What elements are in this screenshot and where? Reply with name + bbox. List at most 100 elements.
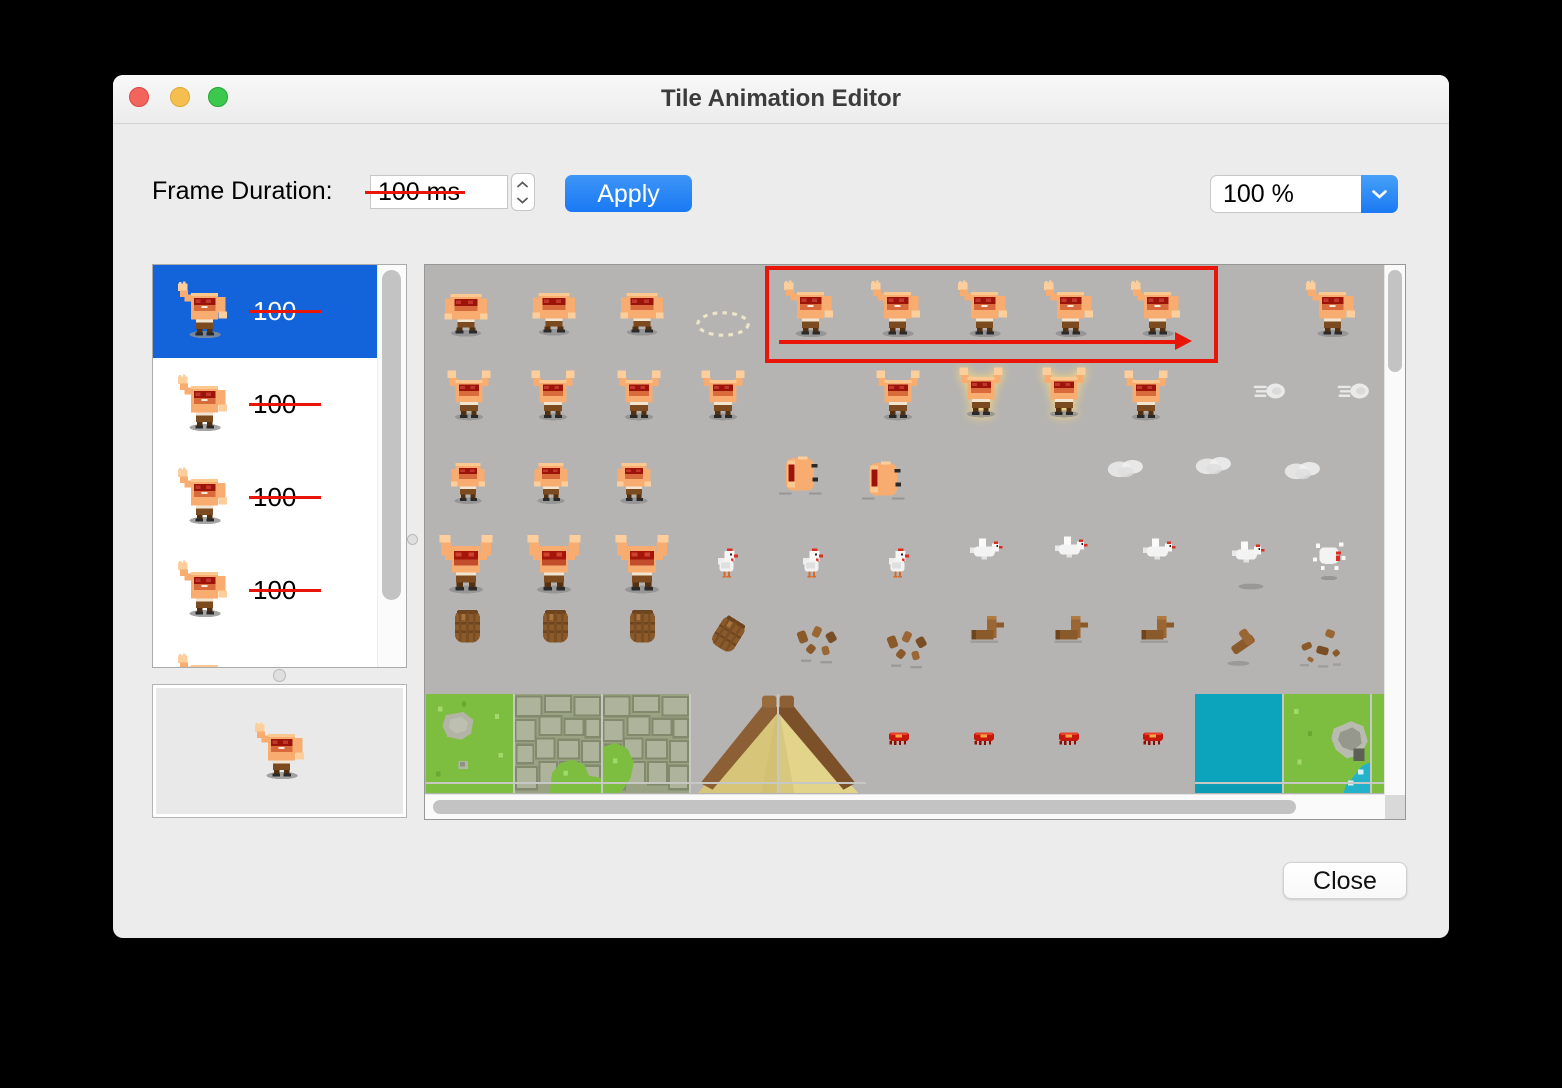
terrain-tile-grass[interactable] xyxy=(426,694,514,793)
tile-sprite-chicken[interactable] xyxy=(713,546,740,582)
tile-sprite-ogre-crouch[interactable] xyxy=(525,284,583,338)
tile-sprite-ogre-crouch[interactable] xyxy=(437,285,495,339)
tile-sprite-barrel[interactable] xyxy=(625,606,660,646)
frame-list-item[interactable] xyxy=(153,637,378,668)
stepper-down-icon xyxy=(517,197,528,204)
tile-sprite-ogre-wave[interactable] xyxy=(1302,280,1360,340)
tileset-view[interactable] xyxy=(424,264,1406,820)
tile-sprite-ogre-rage[interactable] xyxy=(435,533,497,595)
splitter-handle-vertical[interactable] xyxy=(273,669,286,682)
annotation-strikethrough xyxy=(249,310,321,314)
animation-preview xyxy=(152,684,407,818)
terrain-tile-stone-b[interactable] xyxy=(602,694,690,793)
tile-sprite-log[interactable] xyxy=(1137,613,1181,646)
zoom-dropdown[interactable]: 100 % xyxy=(1210,175,1398,213)
tile-sprite-dash-ellipse[interactable] xyxy=(694,310,752,338)
tile-sprite-ogre-cheer[interactable] xyxy=(871,366,925,424)
tile-gridline xyxy=(689,694,691,793)
close-button[interactable]: Close xyxy=(1283,862,1407,899)
tile-sprite-ogre-crouch[interactable] xyxy=(613,284,671,338)
preview-sprite xyxy=(251,722,309,782)
annotation-strikethrough xyxy=(249,589,321,593)
tileset-sprites xyxy=(425,265,1385,795)
chevron-down-icon xyxy=(1372,190,1387,199)
titlebar[interactable]: Tile Animation Editor xyxy=(113,75,1449,124)
tile-sprite-ogre-wave[interactable] xyxy=(954,280,1012,340)
tile-sprite-barrel[interactable] xyxy=(538,606,573,646)
frame-list-item[interactable]: 100 xyxy=(153,451,378,544)
tile-sprite-log[interactable] xyxy=(1051,613,1095,646)
tile-sprite-ogre-cheer[interactable] xyxy=(1119,366,1173,424)
frame-duration-input[interactable] xyxy=(370,175,508,209)
tile-sprite-ogre-tumble[interactable] xyxy=(859,454,909,506)
frame-list-item[interactable]: 100 xyxy=(153,544,378,637)
zoom-dropdown-button[interactable] xyxy=(1361,175,1398,213)
zoom-window-icon[interactable] xyxy=(208,87,228,107)
tileset-horizontal-scrollbar[interactable] xyxy=(425,794,1385,819)
tile-sprite-ogre-stand[interactable] xyxy=(442,452,494,508)
tileset-vertical-scrollbar[interactable] xyxy=(1384,265,1405,795)
apply-button[interactable]: Apply xyxy=(565,175,692,212)
close-window-icon[interactable] xyxy=(129,87,149,107)
tile-sprite-crab[interactable] xyxy=(971,730,997,747)
tile-sprite-crab[interactable] xyxy=(886,730,912,747)
frame-list-scrollbar-thumb[interactable] xyxy=(382,270,401,600)
tile-sprite-log[interactable] xyxy=(967,613,1011,646)
tile-sprite-shadow[interactable] xyxy=(1238,583,1264,590)
tile-sprite-barrel[interactable] xyxy=(703,608,754,660)
terrain-tile-grass-water[interactable] xyxy=(1283,694,1371,793)
tile-sprite-ogre-stand[interactable] xyxy=(608,452,660,508)
tile-sprite-debris[interactable] xyxy=(885,630,933,672)
frame-sprite xyxy=(174,560,232,620)
frame-list-scrollbar[interactable] xyxy=(377,265,406,667)
tile-sprite-ogre-rage[interactable] xyxy=(611,533,673,595)
tile-sprite-ogre-cheer[interactable] xyxy=(442,366,496,424)
tile-sprite-log-fly[interactable] xyxy=(1222,624,1266,668)
tile-sprite-smoke-dash[interactable] xyxy=(1251,380,1287,402)
tile-sprite-ogre-wave[interactable] xyxy=(1040,280,1098,340)
tile-sprite-chicken[interactable] xyxy=(798,546,825,582)
tile-sprite-ogre-wave[interactable] xyxy=(1127,280,1185,340)
tile-sprite-ogre-cheer[interactable] xyxy=(526,366,580,424)
frame-duration-stepper[interactable] xyxy=(511,173,535,211)
tile-sprite-log-debris[interactable] xyxy=(1296,628,1346,670)
minimize-window-icon[interactable] xyxy=(170,87,190,107)
tile-sprite-smoke[interactable] xyxy=(1193,452,1235,478)
tile-gridline xyxy=(777,694,779,793)
frame-list-item[interactable]: 100 xyxy=(153,265,378,358)
scrollbar-corner xyxy=(1385,795,1405,819)
terrain-tile-stone-a[interactable] xyxy=(514,694,602,793)
tile-sprite-ogre-cheer-glow[interactable] xyxy=(954,363,1008,421)
tile-sprite-smoke[interactable] xyxy=(1282,457,1324,483)
tile-sprite-ogre-cheer[interactable] xyxy=(612,366,666,424)
tile-sprite-ogre-stand[interactable] xyxy=(525,452,577,508)
tile-sprite-ogre-tumble[interactable] xyxy=(776,449,826,501)
frame-list-item[interactable]: 100 xyxy=(153,358,378,451)
splitter-handle-horizontal[interactable] xyxy=(407,534,418,545)
frame-list[interactable]: 100 100 100 100 xyxy=(152,264,407,668)
tileset-vertical-scrollbar-thumb[interactable] xyxy=(1388,270,1402,372)
tile-sprite-ogre-wave[interactable] xyxy=(780,280,838,340)
tile-sprite-crab[interactable] xyxy=(1056,730,1082,747)
tile-sprite-ogre-cheer-glow[interactable] xyxy=(1037,363,1091,421)
window-title: Tile Animation Editor xyxy=(660,85,901,112)
tile-sprite-ogre-rage[interactable] xyxy=(523,533,585,595)
tile-sprite-chicken-fly[interactable] xyxy=(1229,540,1267,568)
frame-duration-label: Frame Duration: xyxy=(152,177,333,205)
tile-sprite-crab[interactable] xyxy=(1140,730,1166,747)
tile-sprite-smoke-dash[interactable] xyxy=(1335,380,1371,402)
tile-sprite-ogre-wave[interactable] xyxy=(867,280,925,340)
tile-sprite-debris[interactable] xyxy=(795,625,843,667)
frame-list-items: 100 100 100 100 xyxy=(153,265,378,668)
tile-sprite-chicken[interactable] xyxy=(884,546,911,582)
terrain-tile-grass-sliver[interactable] xyxy=(1371,694,1385,793)
tile-sprite-barrel[interactable] xyxy=(450,606,485,646)
tile-sprite-ogre-cheer[interactable] xyxy=(696,366,750,424)
tile-sprite-chicken-fly[interactable] xyxy=(967,537,1005,565)
tile-sprite-chicken-fly[interactable] xyxy=(1052,535,1090,563)
tile-sprite-chicken-flap[interactable] xyxy=(1307,539,1351,583)
tile-sprite-chicken-fly[interactable] xyxy=(1140,537,1178,565)
tileset-horizontal-scrollbar-thumb[interactable] xyxy=(433,800,1296,814)
terrain-tile-water[interactable] xyxy=(1195,694,1283,793)
tile-sprite-smoke[interactable] xyxy=(1105,455,1147,481)
